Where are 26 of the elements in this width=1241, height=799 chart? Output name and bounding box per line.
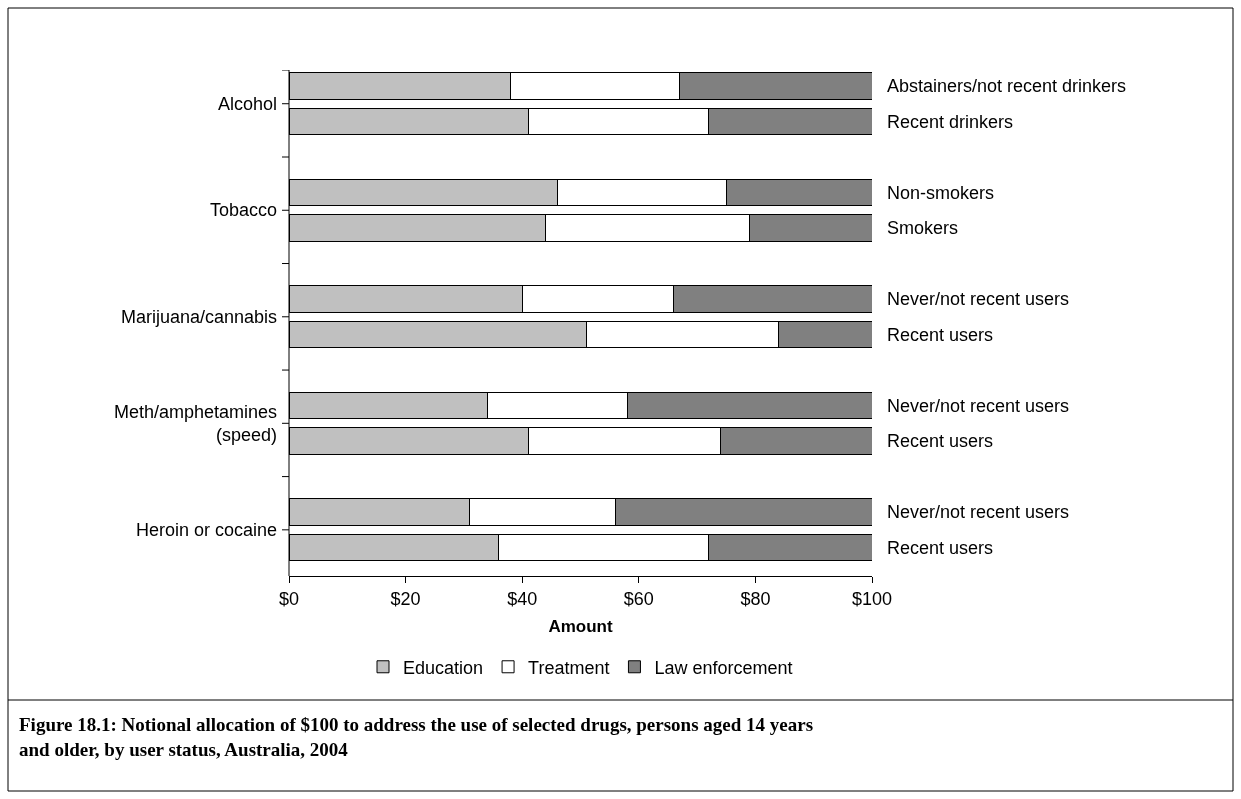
legend-label: Law enforcement (654, 657, 793, 678)
y-tick-label: Never/not recent users (887, 502, 1070, 523)
text: Meth/amphetamines (speed) (114, 402, 278, 446)
text: Figure 18.1: Notional allocation of $100 to address the use of selected drugs, persons aged 14 years and older, by user status, Australia, 2004 (19, 714, 814, 760)
legend-label: Education (403, 657, 484, 678)
y-tick-label: Never/not recent users (887, 289, 1070, 310)
y-tick-label: Smokers (887, 218, 959, 239)
x-axis-title: Amount (548, 617, 613, 636)
text: Marijuana/cannabis (121, 307, 278, 327)
x-tick-label: $100 (851, 588, 893, 609)
text: Alcohol (218, 94, 278, 114)
x-tick-label: $20 (390, 588, 421, 609)
x-tick-label: $80 (740, 588, 771, 609)
text: Heroin or cocaine (136, 520, 278, 540)
x-tick-label: $40 (507, 588, 538, 609)
legend-label: Treatment (528, 657, 610, 678)
y-tick-label: Recent users (887, 537, 994, 558)
y-tick-label: Recent users (887, 431, 994, 452)
y-tick-label: Recent drinkers (887, 111, 1014, 132)
y-tick-label: Never/not recent users (887, 395, 1070, 416)
y-tick-label: Recent users (887, 324, 994, 345)
x-tick-label: $0 (278, 588, 300, 609)
y-tick-label: Non-smokers (887, 182, 995, 203)
x-tick-label: $60 (623, 588, 654, 609)
text: Tobacco (210, 200, 278, 220)
y-tick-label: Abstainers/not recent drinkers (887, 76, 1127, 97)
